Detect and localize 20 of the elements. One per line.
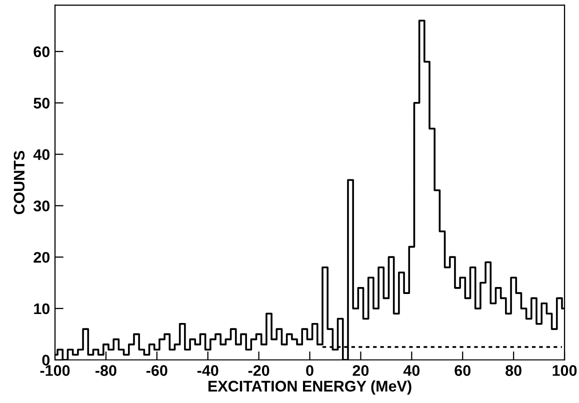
x-tick-label: -100 (40, 365, 70, 376)
x-axis-title: EXCITATION ENERGY (MeV) (208, 380, 412, 395)
y-tick-label: 10 (34, 303, 50, 314)
x-tick-label: 80 (506, 365, 522, 376)
x-tick-label: -40 (197, 365, 218, 376)
x-tick-label: -80 (96, 365, 116, 376)
y-tick-label: 50 (34, 98, 50, 109)
x-tick-label: -20 (248, 365, 270, 376)
y-tick-label: 40 (33, 149, 50, 160)
x-tick-label: 60 (454, 365, 470, 376)
x-tick-label: 0 (306, 365, 314, 376)
x-tick-label: 20 (352, 365, 369, 376)
x-tick-label: -60 (146, 365, 168, 376)
y-tick-label: 60 (34, 46, 50, 58)
y-tick-label: 20 (34, 252, 50, 263)
y-tick-label: 30 (34, 200, 50, 212)
x-tick-label: 100 (552, 365, 577, 376)
y-tick-label: 0 (42, 354, 50, 366)
y-axis-title: COUNTS (14, 150, 25, 214)
x-tick-label: 40 (403, 365, 420, 376)
